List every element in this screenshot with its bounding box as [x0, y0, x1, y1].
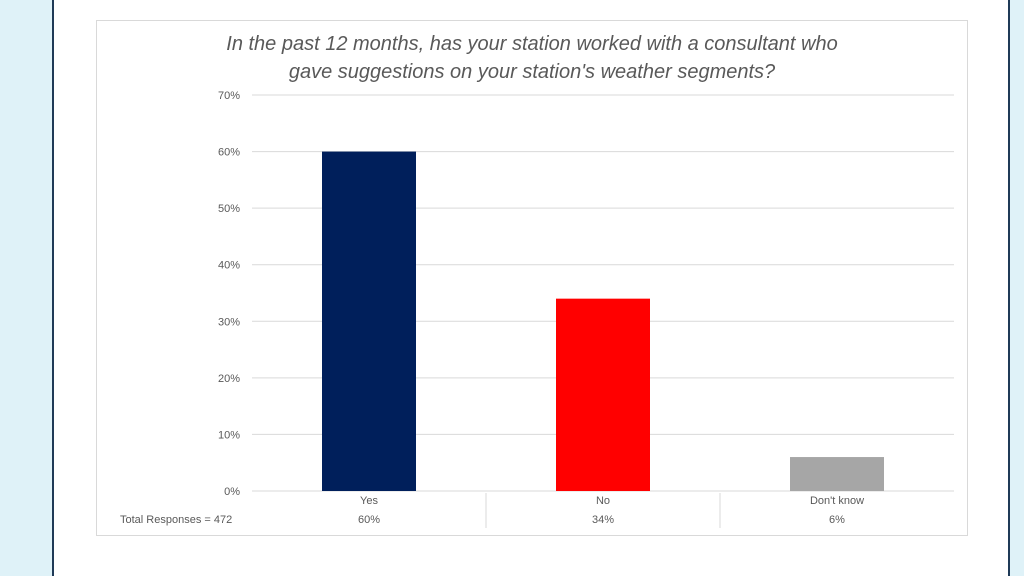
table-value: 6% — [829, 514, 845, 526]
table-row-label: Total Responses = 472 — [120, 514, 232, 526]
x-category-label: No — [596, 495, 610, 507]
x-category-label: Yes — [360, 495, 378, 507]
y-tick-label: 10% — [218, 429, 240, 441]
y-tick-label: 50% — [218, 203, 240, 215]
y-tick-label: 20% — [218, 373, 240, 385]
y-tick-label: 30% — [218, 316, 240, 328]
y-tick-label: 0% — [224, 486, 240, 498]
chart-frame — [96, 20, 968, 536]
chart-title: In the past 12 months, has your station … — [226, 33, 838, 83]
bar-yes — [322, 151, 416, 492]
table-value: 60% — [358, 514, 380, 526]
y-tick-label: 70% — [218, 90, 240, 102]
table-value: 34% — [592, 514, 614, 526]
x-category-label: Don't know — [810, 495, 864, 507]
bar-don-t-know — [790, 457, 884, 491]
y-tick-label: 40% — [218, 260, 240, 272]
bar-no — [556, 298, 650, 491]
y-tick-label: 60% — [218, 147, 240, 159]
